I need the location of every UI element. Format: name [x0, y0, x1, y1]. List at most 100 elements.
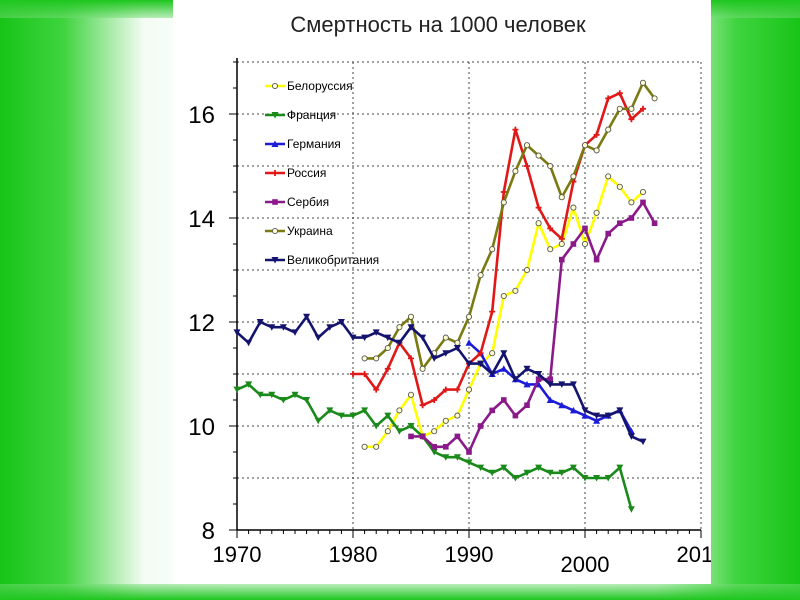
data-point [453, 345, 461, 352]
data-point [581, 407, 589, 414]
data-point [535, 371, 543, 378]
data-point [570, 173, 577, 180]
data-point [500, 292, 507, 300]
data-point [512, 287, 519, 294]
data-point [569, 381, 577, 388]
data-point [465, 339, 473, 346]
data-point [535, 464, 543, 472]
data-point [500, 365, 508, 372]
data-point [303, 313, 311, 321]
data-point [558, 469, 566, 477]
data-point [442, 417, 449, 424]
data-point [640, 105, 646, 112]
data-point [628, 215, 635, 221]
tick-labels: 8 10 12 14 16 1970 1980 1990 2000 2010 [188, 102, 711, 577]
data-point [477, 272, 484, 279]
data-point [512, 168, 519, 175]
data-point [500, 199, 507, 206]
x-tick-label: 2010 [677, 542, 711, 567]
series-line [236, 315, 644, 443]
legend-label: Германия [287, 137, 341, 151]
data-point [233, 386, 241, 394]
data-point [454, 433, 461, 440]
data-point [581, 142, 589, 149]
data-point [477, 360, 485, 368]
axes [229, 58, 702, 538]
data-point [271, 112, 279, 119]
data-point [431, 397, 438, 403]
series-line [364, 81, 656, 371]
data-point [384, 412, 392, 420]
data-point [593, 147, 600, 154]
series-3 [350, 90, 646, 409]
data-point [558, 401, 566, 409]
legend-item: Германия [265, 137, 341, 151]
x-tick-label: 1990 [445, 542, 494, 567]
data-point [593, 417, 601, 424]
data-point [326, 324, 334, 331]
legend-item: Белоруссия [265, 79, 353, 93]
data-point [616, 105, 623, 112]
data-point [256, 391, 264, 399]
data-point [465, 386, 473, 393]
data-point [581, 475, 589, 482]
data-point [593, 412, 601, 420]
data-point [443, 444, 449, 450]
bottom-green-band [0, 584, 800, 600]
data-point [500, 189, 507, 195]
data-point [407, 324, 415, 331]
x-tick-label: 1970 [213, 542, 262, 567]
data-point [523, 380, 531, 388]
data-point [605, 173, 612, 180]
data-point [523, 266, 531, 274]
data-point [500, 350, 508, 357]
data-point [430, 355, 438, 362]
data-point [604, 475, 612, 482]
legend: Белоруссия Франция Германия Россия Сербия Укр… [265, 79, 379, 267]
data-point [268, 391, 276, 399]
data-point [570, 241, 577, 247]
data-point [256, 319, 264, 326]
series-group [233, 79, 658, 513]
data-point [454, 339, 461, 346]
y-tick-label: 14 [188, 206, 215, 233]
data-point [466, 449, 472, 455]
data-point [547, 246, 554, 253]
data-point [593, 256, 600, 263]
data-point [465, 360, 473, 368]
data-point [627, 506, 635, 513]
data-point [581, 412, 589, 419]
data-point [395, 428, 403, 435]
data-point [617, 220, 623, 226]
data-point [361, 443, 368, 450]
data-point [640, 199, 646, 206]
data-point [291, 329, 299, 336]
data-point [372, 329, 380, 336]
data-point [271, 257, 279, 264]
data-point [442, 454, 450, 461]
data-point [582, 225, 588, 232]
data-point [523, 469, 531, 477]
data-point [546, 381, 554, 388]
data-point [488, 371, 496, 378]
series-4 [408, 199, 658, 455]
data-point [489, 308, 496, 315]
data-point [488, 469, 496, 477]
data-point [279, 324, 287, 331]
data-point [546, 396, 554, 403]
data-point [616, 407, 624, 414]
legend-item: Великобритания [265, 253, 379, 267]
data-point [558, 194, 565, 201]
data-point [558, 235, 565, 242]
data-point [337, 319, 345, 326]
data-point [570, 204, 577, 211]
series-1 [233, 381, 635, 513]
data-point [593, 131, 600, 138]
data-point [465, 313, 473, 320]
chart-title: Смертность на 1000 человек [290, 12, 586, 37]
data-point [454, 386, 461, 393]
data-point [558, 381, 566, 388]
data-point [361, 334, 369, 342]
data-point [407, 391, 415, 398]
data-point [361, 355, 368, 362]
